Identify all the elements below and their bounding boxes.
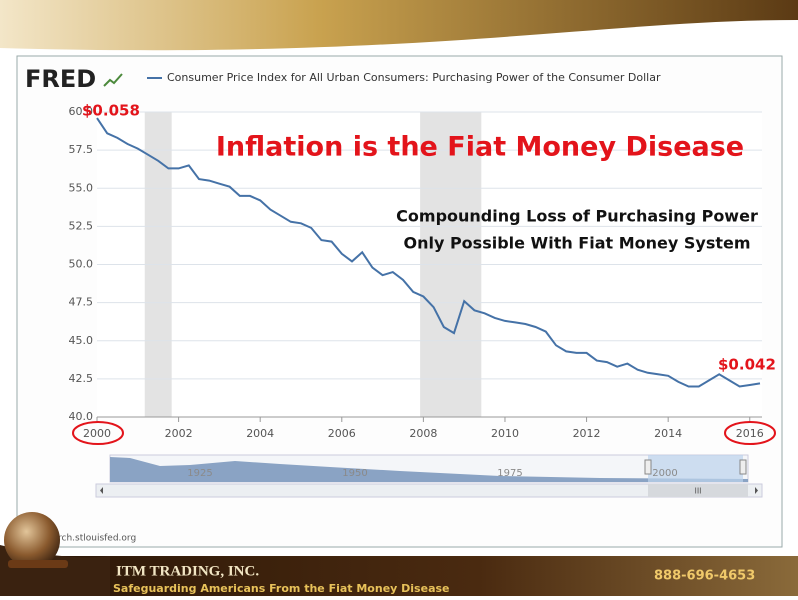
scroll-right[interactable]: [755, 487, 758, 494]
navigator-handle[interactable]: [644, 459, 652, 475]
phone: 888-696-4653: [654, 569, 755, 584]
x-tick-label: 2010: [491, 427, 519, 440]
logo-icon: [103, 73, 123, 87]
navigator-label: 1925: [187, 468, 212, 479]
top-banner: [0, 0, 798, 51]
data-line: [96, 117, 761, 388]
y-tick-label: 52.5: [69, 219, 94, 232]
x-tick-label: 2006: [328, 427, 356, 440]
navigator-handle[interactable]: [739, 459, 747, 475]
tagline: Safeguarding Americans From the Fiat Mon…: [113, 582, 450, 595]
annotation: $0.042: [718, 356, 776, 374]
navigator-label: 2000: [652, 468, 677, 479]
x-tick-label: 2012: [573, 427, 601, 440]
scrollbar[interactable]: [95, 483, 763, 498]
legend-label: Consumer Price Index for All Urban Consu…: [167, 71, 661, 84]
y-tick-label: 42.5: [69, 372, 94, 385]
highlight-circle: [72, 421, 124, 445]
x-tick-label: 2000: [83, 427, 111, 440]
highlight-circle: [724, 421, 776, 445]
subtitle: Compounding Loss of Purchasing Power: [396, 207, 758, 226]
company-name: ITM TRADING, INC.: [116, 563, 259, 579]
fred-logo: FRED: [25, 65, 96, 93]
scrollbar-thumb[interactable]: [648, 484, 748, 497]
x-tick-label: 2014: [654, 427, 682, 440]
y-tick-label: 40.0: [69, 410, 94, 423]
y-tick-label: 45.0: [69, 334, 94, 347]
x-tick-label: 2002: [165, 427, 193, 440]
navigator-label: 1950: [342, 468, 367, 479]
x-tick-label: 2016: [736, 427, 764, 440]
x-tick-label: 2004: [246, 427, 274, 440]
x-tick-label: 2008: [409, 427, 437, 440]
scroll-left[interactable]: [100, 487, 103, 494]
y-tick-label: 47.5: [69, 296, 94, 309]
pen-icon: [8, 560, 68, 568]
source: rch.stlouisfed.org: [58, 534, 136, 544]
annotation: $0.058: [82, 102, 140, 120]
navigator-label: 1975: [497, 468, 522, 479]
navigator-window[interactable]: [648, 455, 743, 482]
chart-title: Inflation is the Fiat Money Disease: [216, 132, 744, 163]
y-tick-label: 60.0: [69, 105, 94, 118]
y-tick-label: 55.0: [69, 181, 94, 194]
footer-bar: [0, 556, 798, 596]
subtitle: Only Possible With Fiat Money System: [403, 234, 750, 253]
globe-icon: [4, 512, 60, 568]
y-tick-label: 57.5: [69, 143, 94, 156]
scrollbar-grip: III: [694, 487, 701, 496]
navigator-area: [110, 457, 748, 482]
y-tick-label: 50.0: [69, 258, 94, 271]
